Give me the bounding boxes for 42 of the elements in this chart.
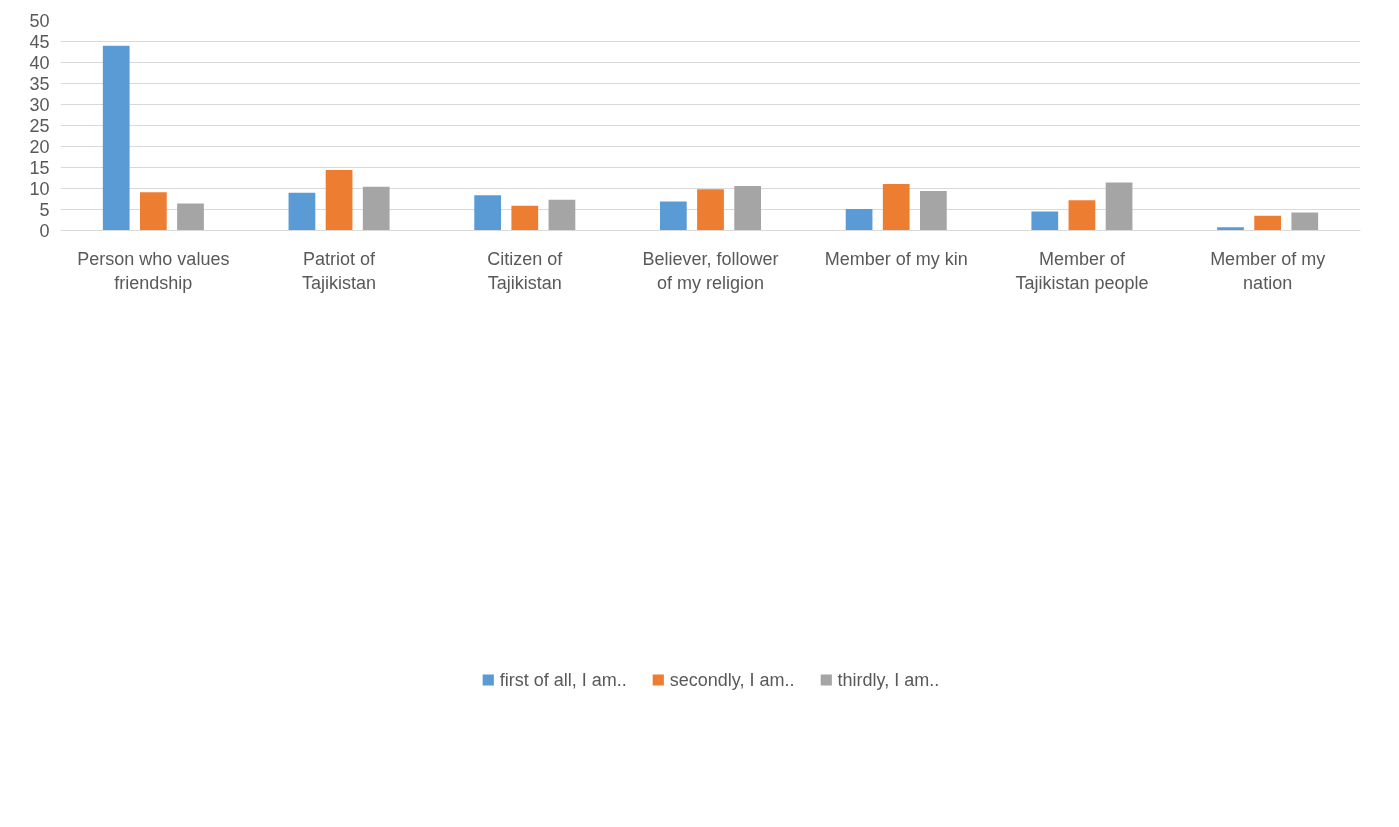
- bar: [697, 189, 724, 231]
- bar: [919, 191, 947, 231]
- bar: [845, 209, 873, 231]
- bar: [1068, 200, 1096, 231]
- bar: [362, 186, 390, 231]
- x-tick-label: Member of Tajikistan people: [1015, 248, 1149, 293]
- x-tick-label: Person who values friendship: [77, 248, 230, 293]
- bar: [325, 170, 353, 231]
- x-tick-label: Member of my kin: [824, 248, 968, 269]
- bar: [177, 203, 204, 231]
- legend-label: thirdly, I am..: [837, 669, 940, 691]
- y-tick-label: 45: [29, 32, 50, 52]
- legend-label: secondly, I am..: [669, 669, 795, 691]
- y-tick-label: 35: [29, 74, 50, 94]
- x-tick-label: Citizen of Tajikistan: [487, 248, 564, 293]
- bar: [734, 185, 762, 231]
- bar: [1217, 227, 1244, 231]
- bar: [1254, 215, 1282, 231]
- y-tick-label: 0: [39, 221, 50, 241]
- bar: [1105, 182, 1133, 231]
- legend-label: first of all, I am..: [499, 669, 627, 691]
- y-tick-label: 30: [29, 95, 50, 115]
- x-tick-label: Patriot of Tajikistan: [302, 248, 377, 293]
- x-tick-label: Member of my nation: [1210, 248, 1326, 293]
- bar: [659, 201, 687, 231]
- y-tick-label: 15: [29, 158, 50, 178]
- bar: [288, 192, 316, 231]
- bar: [102, 45, 130, 231]
- y-tick-label: 5: [39, 200, 50, 220]
- y-tick-label: 20: [29, 137, 50, 157]
- y-tick-label: 10: [29, 179, 50, 199]
- bar: [474, 195, 502, 231]
- bar: [1291, 212, 1319, 231]
- bar: [511, 205, 539, 231]
- y-tick-label: 50: [29, 11, 50, 31]
- x-tick-label: Believer, follower of my religion: [642, 248, 779, 293]
- y-tick-label: 40: [29, 53, 50, 73]
- y-tick-label: 25: [29, 116, 50, 136]
- bar: [1031, 211, 1059, 231]
- bar: [548, 199, 576, 231]
- bar: [139, 192, 167, 231]
- bar: [882, 183, 910, 231]
